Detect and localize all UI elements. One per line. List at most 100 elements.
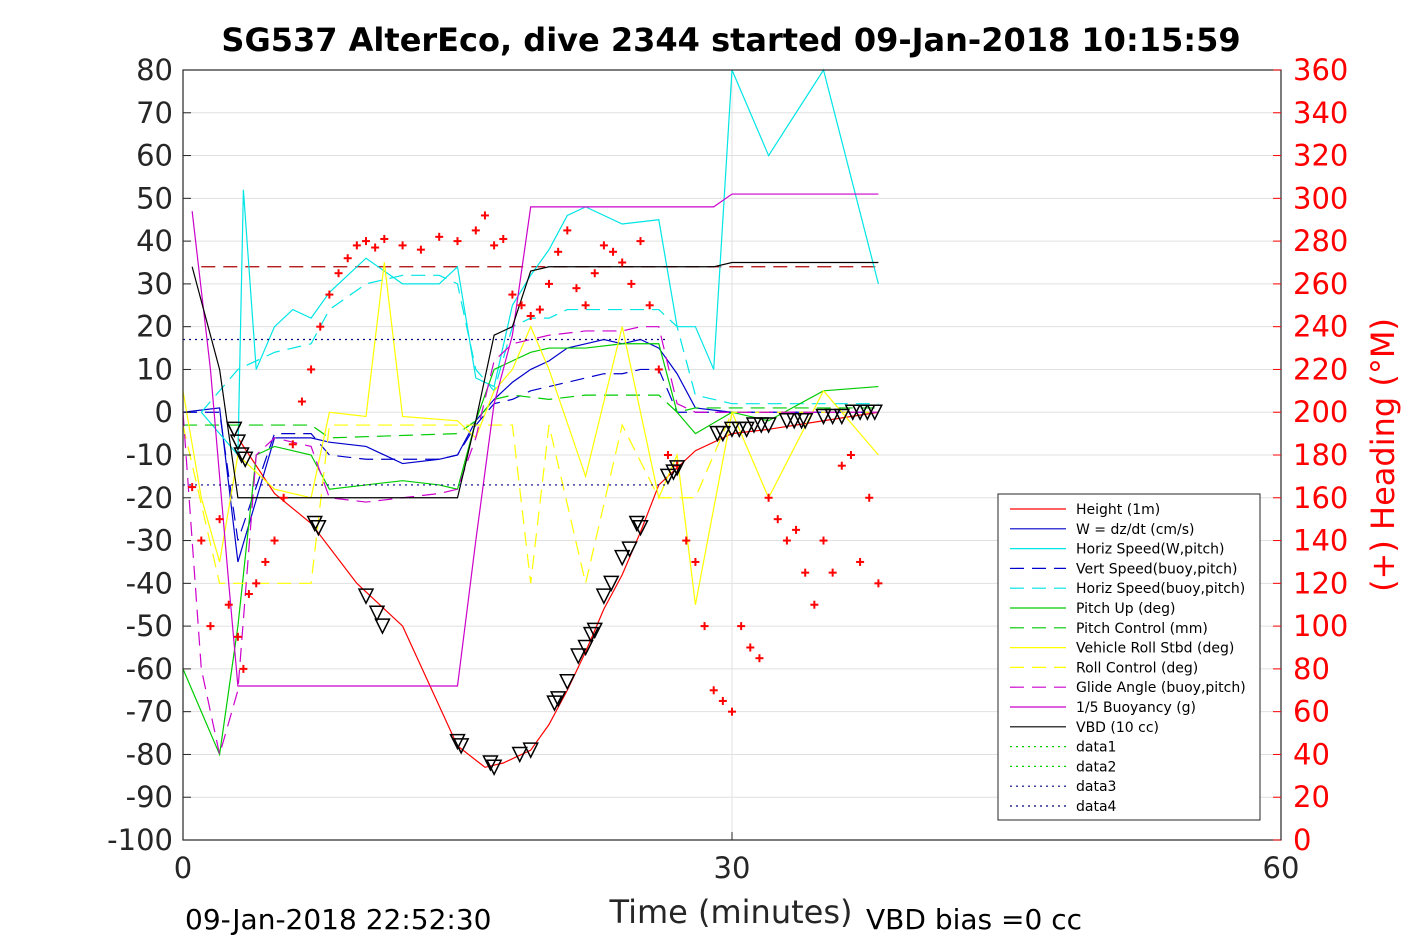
y-tick-label: -30: [126, 524, 173, 558]
heading-point: [471, 226, 480, 235]
heading-point: [737, 622, 746, 631]
heading-point: [545, 279, 553, 288]
heading-point: [206, 622, 215, 631]
heading-point: [307, 365, 316, 374]
y2-tick-label: 260: [1293, 267, 1348, 301]
profile-marker: [482, 755, 499, 772]
profile-marker: [714, 425, 732, 443]
heading-point: [197, 536, 206, 545]
legend-entry: data3: [1076, 779, 1116, 795]
heading-point: [590, 269, 599, 278]
x-axis: 0 30 60: [174, 832, 1299, 885]
profile-marker: [226, 421, 243, 439]
marker-layer: [226, 404, 883, 776]
chart-title: SG537 AlterEco, dive 2344 started 09-Jan…: [221, 21, 1240, 59]
x-tick-label: 0: [174, 851, 192, 885]
heading-point: [874, 579, 883, 588]
heading-point: [499, 234, 508, 243]
profile-marker: [368, 605, 386, 622]
profile-marker: [815, 408, 832, 426]
heading-point: [535, 305, 544, 314]
heading-layer: [188, 211, 883, 716]
series-line-1-5-buoyancy-g: [191, 193, 879, 687]
heading-point: [700, 622, 709, 631]
profile-marker: [595, 588, 613, 605]
heading-point: [334, 269, 343, 278]
legend-entry: Vert Speed(buoy,pitch): [1076, 561, 1238, 577]
heading-point: [188, 483, 197, 492]
y-tick-label: 60: [136, 139, 173, 173]
heading-point: [252, 579, 261, 588]
heading-point: [856, 557, 865, 566]
profile-marker: [452, 738, 470, 755]
heading-point: [645, 301, 654, 310]
y2-tick-label: 320: [1293, 139, 1348, 173]
profile-marker: [738, 421, 755, 439]
profile-marker: [511, 746, 528, 764]
heading-point: [581, 301, 590, 310]
legend-entry: data2: [1076, 759, 1116, 775]
y-tick-label: -100: [107, 823, 173, 857]
heading-point: [865, 493, 874, 502]
profile-marker: [310, 519, 327, 537]
y2-tick-label: 180: [1293, 438, 1348, 472]
heading-point: [244, 590, 253, 599]
y-tick-label: -50: [126, 609, 173, 643]
heading-point: [380, 234, 389, 243]
series-line-horiz-speed-buoy-pitch: [200, 274, 879, 413]
heading-point: [279, 493, 288, 502]
heading-point: [563, 226, 572, 235]
heading-point: [728, 707, 736, 716]
legend-entry: Vehicle Roll Stbd (deg): [1076, 641, 1234, 657]
y-tick-label: 70: [136, 96, 173, 130]
y-tick-label: -60: [126, 652, 173, 686]
heading-point: [239, 664, 248, 673]
legend-entry: W = dz/dt (cm/s): [1076, 522, 1195, 538]
heading-point: [453, 237, 462, 246]
heading-point: [215, 515, 224, 524]
y2-tick-label: 60: [1293, 695, 1330, 729]
heading-point: [517, 301, 526, 310]
y2-tick-label: 20: [1293, 780, 1330, 814]
heading-point: [435, 232, 444, 241]
heading-point: [480, 211, 489, 220]
y-tick-label: 40: [136, 224, 173, 258]
heading-point: [270, 536, 279, 545]
y-tick-label: -40: [126, 566, 173, 600]
legend-entry: Horiz Speed(W,pitch): [1076, 542, 1224, 558]
profile-marker: [570, 648, 587, 665]
y-tick-label: -90: [126, 780, 173, 814]
heading-point: [709, 686, 718, 695]
heading-point: [352, 241, 361, 250]
y-tick-label: 50: [136, 181, 173, 215]
heading-point: [764, 493, 773, 502]
series-line-pitch-control-mm: [183, 394, 879, 439]
y2-tick-label: 280: [1293, 224, 1348, 258]
series-line-vehicle-roll-stbd-deg: [182, 262, 879, 605]
heading-point: [828, 568, 837, 577]
series-line-roll-control-deg: [182, 411, 879, 584]
profile-marker: [237, 451, 254, 468]
profile-marker: [229, 434, 247, 451]
profile-marker: [485, 759, 503, 776]
y-tick-label: 80: [136, 53, 173, 87]
series-line-vbd-10-cc: [191, 261, 879, 499]
profile-marker: [824, 408, 841, 426]
x-tick-label: 30: [714, 851, 751, 885]
series-line-pitch-up-deg: [182, 343, 879, 757]
y-tick-label: 0: [155, 395, 173, 429]
heading-point: [371, 243, 380, 252]
profile-marker: [668, 460, 686, 477]
profile-marker: [549, 691, 567, 708]
legend-entry: Pitch Up (deg): [1076, 601, 1175, 617]
heading-point: [297, 397, 306, 406]
profile-marker: [621, 541, 638, 558]
footer-timestamp: 09-Jan-2018 22:52:30: [185, 903, 491, 936]
profile-marker: [628, 515, 646, 533]
heading-point: [398, 241, 407, 250]
footer-vbd-bias: VBD bias =0 cc: [866, 903, 1082, 936]
heading-point: [508, 290, 517, 299]
y-tick-label: -80: [126, 737, 173, 771]
series-line-vert-speed-buoy-pitch: [183, 368, 879, 541]
